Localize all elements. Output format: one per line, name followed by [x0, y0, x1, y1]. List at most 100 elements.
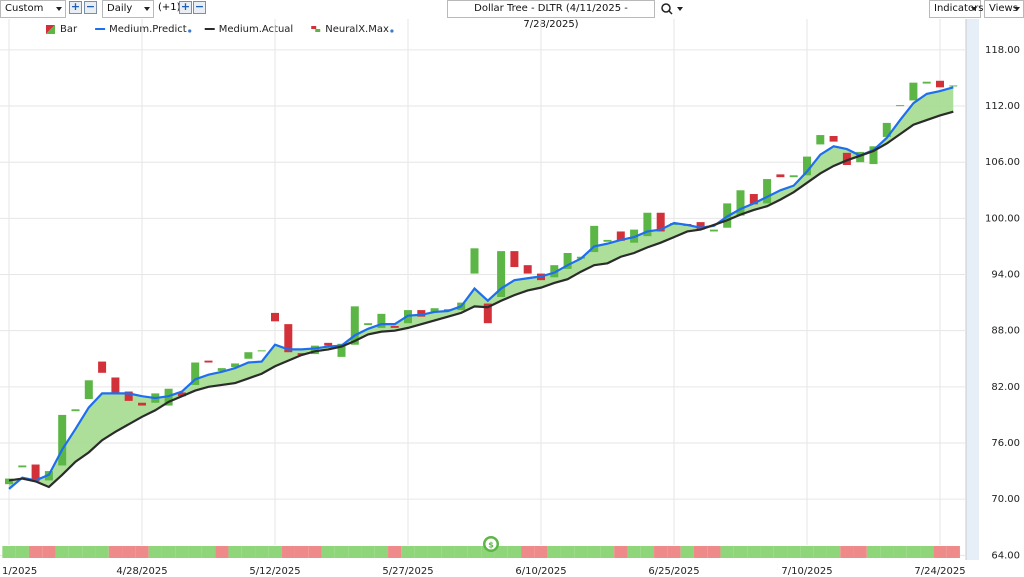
candle-body — [31, 464, 40, 482]
candle-body — [936, 80, 944, 88]
x-tick-label: 7/24/2025 — [914, 566, 965, 577]
right-shade — [966, 19, 979, 560]
svg-text:$: $ — [488, 541, 494, 550]
signal-cell — [773, 546, 788, 558]
grid — [0, 19, 966, 556]
candle-body — [177, 392, 186, 397]
candle-body — [204, 360, 213, 363]
range-select[interactable]: Custom — [0, 0, 66, 18]
candle-body — [483, 303, 492, 324]
offset-plus[interactable]: + — [179, 0, 192, 14]
signal-cell — [268, 546, 282, 558]
signal-cell — [560, 546, 575, 558]
signal-cell — [534, 546, 548, 558]
signal-cell — [747, 546, 761, 558]
views-button[interactable]: Views — [984, 0, 1024, 18]
candle-body — [856, 151, 865, 163]
candle-body — [138, 402, 146, 406]
candle-body — [616, 231, 625, 241]
candle-body — [124, 391, 133, 401]
signal-cell — [574, 546, 588, 558]
signal-cell — [414, 546, 428, 558]
offset: (+1) — [158, 2, 181, 13]
candle-body — [816, 135, 825, 145]
signal-cell — [614, 546, 628, 558]
signal-cell — [866, 546, 881, 558]
candle-body — [470, 248, 479, 274]
legend-label: Medium.Actual — [219, 24, 294, 35]
signal-cell — [680, 546, 694, 558]
candle-body — [324, 342, 333, 346]
signal-cell — [68, 546, 83, 558]
signal-cell — [15, 546, 29, 558]
signal-cell — [893, 546, 907, 558]
candle-body — [803, 156, 811, 176]
legend: Bar Medium.Predict Medium.Actual NeuralX.Ma… — [46, 24, 394, 35]
range-text: Custom — [5, 3, 44, 14]
legend-icon — [46, 25, 55, 34]
search[interactable] — [660, 2, 686, 16]
zoom-in[interactable]: + — [69, 0, 82, 14]
signal-cell — [906, 546, 921, 558]
signal-cell — [388, 546, 402, 558]
candle-body — [18, 465, 27, 468]
signal-cell — [454, 546, 468, 558]
signal-cell — [587, 546, 601, 558]
signal-cell — [215, 546, 229, 558]
candle-body — [842, 152, 851, 166]
symbol-title[interactable]: Dollar Tree - DLTR (4/11/2025 - 7/28/202… — [447, 0, 655, 30]
signal-cell — [228, 546, 242, 558]
y-tick-label: 94.00 — [991, 270, 1020, 281]
signal-cell — [201, 546, 216, 558]
views-text: Views — [989, 3, 1018, 14]
signal-cell — [82, 546, 96, 558]
signal-cell — [241, 546, 256, 558]
zoom-out[interactable]: − — [84, 0, 97, 14]
x-tick-label: 1/2025 — [2, 566, 37, 577]
signal-cell — [401, 546, 415, 558]
signal-cell — [321, 546, 335, 558]
candle-body — [5, 478, 13, 485]
y-tick-label: 76.00 — [991, 438, 1020, 449]
signal-cell — [2, 546, 16, 558]
candle-body — [390, 326, 399, 328]
candle-body — [550, 265, 559, 278]
candle-body — [656, 212, 665, 232]
signal-cell — [880, 546, 894, 558]
candle-body — [71, 409, 80, 412]
signal-cell — [840, 546, 854, 558]
signal-cell — [348, 546, 362, 558]
legend-label: Medium.Predict — [109, 24, 187, 35]
legend-dot — [188, 29, 192, 33]
legend-label: Bar — [60, 24, 78, 35]
candle-body — [364, 323, 373, 326]
signal-cell — [733, 546, 748, 558]
signal-cell — [135, 546, 149, 558]
candle-body — [696, 222, 705, 230]
interval-select[interactable]: Daily — [102, 0, 154, 18]
signal-cell — [826, 546, 841, 558]
legend-label: NeuralX.Max — [325, 24, 389, 35]
candle-body — [949, 85, 958, 87]
indicators-button[interactable]: Indicators — [929, 0, 983, 18]
signal-cell — [467, 546, 482, 558]
signal-cell — [933, 546, 947, 558]
candle-body — [909, 82, 918, 101]
y-tick-label: 64.00 — [991, 550, 1020, 561]
candle-body — [337, 343, 346, 357]
y-tick-label: 112.00 — [985, 101, 1020, 112]
candle-body — [497, 251, 506, 297]
x-tick-label: 5/27/2025 — [382, 566, 433, 577]
candle-body — [643, 212, 652, 237]
candle-body — [377, 313, 386, 328]
signal-cell — [122, 546, 136, 558]
offset-minus[interactable]: − — [193, 0, 206, 14]
legend-dot — [390, 29, 394, 33]
signal-cell — [707, 546, 721, 558]
candle-body — [763, 179, 772, 204]
signal-cell — [760, 546, 774, 558]
candle-body — [882, 122, 891, 137]
line-1 — [8, 86, 954, 490]
candle-body — [430, 308, 439, 312]
signal-cell — [95, 546, 109, 558]
